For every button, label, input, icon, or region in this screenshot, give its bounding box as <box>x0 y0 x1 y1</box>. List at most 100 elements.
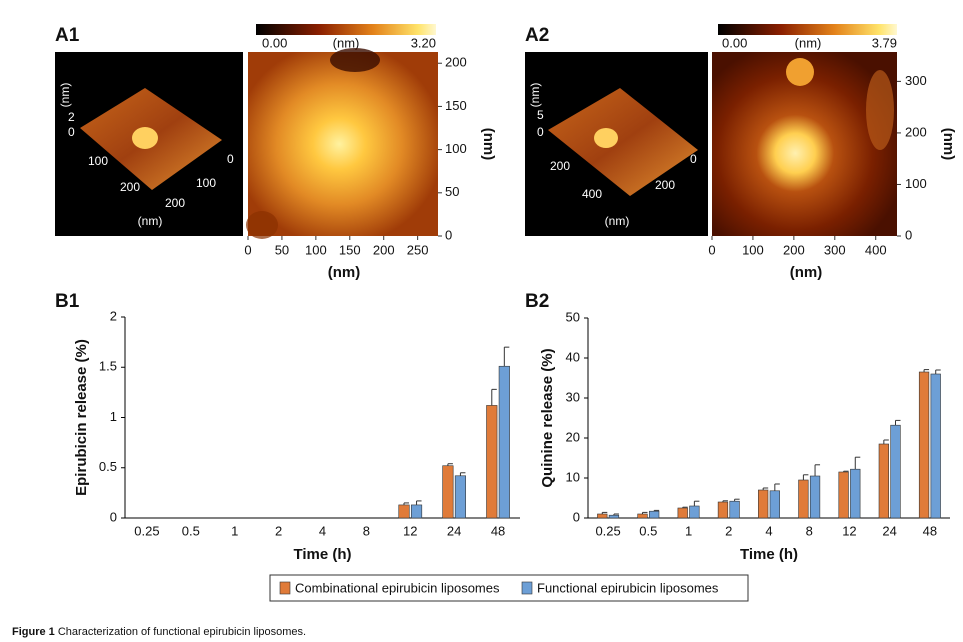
y-axis-label: Epirubicin release (%) <box>73 339 90 496</box>
bar <box>608 514 620 519</box>
colorbar-max: 3.79 <box>872 35 897 50</box>
legend-swatch <box>521 581 533 595</box>
bar <box>398 504 410 519</box>
colorbar-min: 0.00 <box>262 35 287 50</box>
x-tick-label: 0.25 <box>134 523 159 538</box>
error-bar <box>722 500 728 502</box>
x-tick-label: 4 <box>765 523 772 538</box>
error-bar <box>416 500 422 505</box>
legend-items: Combinational epirubicin liposomes Functi… <box>279 580 719 595</box>
x-tick-label: 12 <box>403 523 417 538</box>
x-tick-label: 8 <box>363 523 370 538</box>
x-axis-label: (nm) <box>328 264 361 281</box>
legend-swatch <box>279 581 291 595</box>
y-tick: 0 <box>690 152 697 166</box>
z-axis-label: (nm) <box>58 83 72 108</box>
x-tick-label: 200 <box>783 242 805 257</box>
panel-label: A2 <box>525 25 549 46</box>
x-tick-label: 400 <box>865 242 887 257</box>
bar <box>597 513 608 519</box>
error-bar <box>613 513 619 516</box>
y-tick-label: 2 <box>110 308 117 323</box>
afm-shade <box>866 70 894 150</box>
x-tick: 400 <box>582 187 602 201</box>
y-tick-label: 0 <box>110 509 117 524</box>
bar <box>649 510 660 519</box>
y-tick-label: 0 <box>445 227 452 242</box>
colorbar-min: 0.00 <box>722 35 747 50</box>
colorbar <box>718 24 897 35</box>
z-tick: 2 <box>68 110 75 124</box>
error-bar <box>601 511 608 514</box>
xy-axis-label: (nm) <box>605 214 630 228</box>
error-bar <box>503 346 510 367</box>
x-tick-label: 150 <box>339 242 361 257</box>
x-axis-label: Time (h) <box>740 546 798 563</box>
error-bar <box>843 470 849 472</box>
error-bar <box>762 487 769 490</box>
error-bar <box>883 439 889 444</box>
x-tick: 200 <box>550 159 570 173</box>
error-bar <box>894 419 901 426</box>
x-tick-label: 0 <box>244 242 251 257</box>
x-tick-label: 0.25 <box>595 523 620 538</box>
y-tick-label: 100 <box>905 176 927 191</box>
x-tick-label: 0.5 <box>182 523 200 538</box>
bar <box>809 475 821 519</box>
afm-image <box>248 52 438 236</box>
legend-label: Functional epirubicin liposomes <box>537 580 719 595</box>
z-tick: 0 <box>537 125 544 139</box>
x-tick-label: 1 <box>231 523 238 538</box>
bar <box>890 424 901 519</box>
y-tick: 100 <box>196 176 216 190</box>
y-tick-label: 100 <box>445 141 467 156</box>
caption-label: Figure 1 <box>12 626 55 638</box>
caption: Figure 1 Characterization of functional … <box>12 626 306 638</box>
xy-axis-label: (nm) <box>138 214 163 228</box>
x-tick-label: 100 <box>305 242 327 257</box>
colorbar-unit: (nm) <box>333 35 360 50</box>
y-tick-label: 1 <box>110 409 117 424</box>
bar <box>729 500 740 519</box>
y-tick-label: 150 <box>445 98 467 113</box>
y-tick-label: 50 <box>566 309 580 324</box>
error-bar <box>403 502 410 505</box>
y-tick-label: 10 <box>566 469 580 484</box>
x-tick-label: 0 <box>708 242 715 257</box>
y-axis-label: Quinine release (%) <box>539 348 556 487</box>
bar <box>850 468 861 519</box>
y-tick-label: 300 <box>905 73 927 88</box>
z-axis-label: (nm) <box>528 83 542 108</box>
y-tick-label: 0 <box>573 509 580 524</box>
x-axis-label: (nm) <box>790 264 823 281</box>
x-tick-label: 4 <box>319 523 326 538</box>
y-axis-label: (nm) <box>480 128 497 161</box>
y-tick-label: 200 <box>905 124 927 139</box>
bar <box>486 405 498 519</box>
bar <box>758 489 769 519</box>
error-bar <box>642 511 648 514</box>
colorbar-unit: (nm) <box>795 35 822 50</box>
error-bar <box>774 483 780 491</box>
legend <box>269 574 749 602</box>
afm-shade <box>246 211 278 239</box>
y-tick: 0 <box>227 152 234 166</box>
x-tick-label: 48 <box>923 523 937 538</box>
x-tick-label: 250 <box>407 242 429 257</box>
x-tick: 100 <box>88 154 108 168</box>
x-tick-label: 12 <box>842 523 856 538</box>
error-bar <box>447 463 453 466</box>
legend-label: Combinational epirubicin liposomes <box>295 580 500 595</box>
y-tick-label: 50 <box>445 184 459 199</box>
afm-surface <box>548 88 698 196</box>
bar <box>689 505 700 519</box>
error-bar <box>693 500 700 506</box>
x-tick-label: 1 <box>685 523 692 538</box>
bar <box>442 465 454 519</box>
y-tick-label: 40 <box>566 349 580 364</box>
error-bar <box>854 456 861 470</box>
bar <box>838 471 849 519</box>
x-axis-label: Time (h) <box>293 546 351 563</box>
